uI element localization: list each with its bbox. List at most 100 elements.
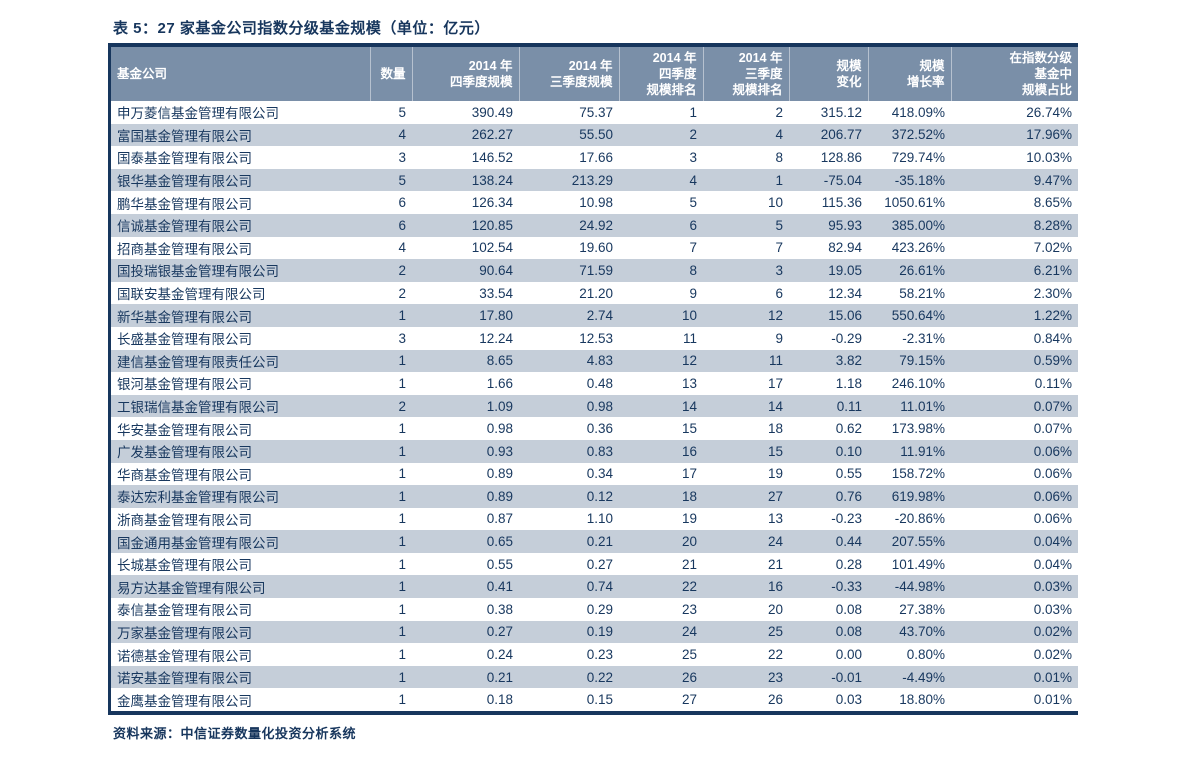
cell-share_in_graded_index_funds: 0.06% (1033, 443, 1072, 459)
table-row: 国投瑞银基金管理有限公司 2 90.64 71.59 8 3 19.05 26.61% 6.21… (111, 259, 1078, 282)
cell-share_in_graded_index_funds: 0.06% (1033, 466, 1072, 482)
cell-q4_2014_rank: 17 (681, 466, 697, 482)
cell-count: 2 (398, 262, 406, 278)
cell-share_in_graded_index_funds: 10.03% (1026, 149, 1072, 165)
cell-count: 2 (398, 285, 406, 301)
table-row: 诺德基金管理有限公司 1 0.24 0.23 25 22 0.00 0.80% 0.02% (111, 643, 1078, 666)
cell-scale_growth_rate: 11.01% (900, 398, 945, 414)
cell-scale_growth_rate: 101.49% (891, 556, 945, 572)
cell-q3_2014_scale: 0.36 (586, 421, 613, 437)
cell-q3_2014_scale: 0.74 (586, 579, 613, 595)
table-row: 广发基金管理有限公司 1 0.93 0.83 16 15 0.10 11.91% 0.06% (111, 439, 1078, 463)
cell-scale_growth_rate: 79.15% (899, 353, 945, 369)
cell-scale_change: 0.62 (835, 421, 862, 437)
cell-q3_2014_scale: 2.74 (586, 308, 613, 324)
source-note: 资料来源：中信证券数量化投资分析系统 (113, 726, 357, 742)
cell-count: 1 (398, 375, 406, 391)
table-row: 国金通用基金管理有限公司 1 0.65 0.21 20 24 0.44 207.55% 0.04… (111, 530, 1078, 553)
cell-scale_growth_rate: 11.91% (900, 443, 945, 459)
cell-q3_2014_scale: 12.53 (579, 330, 613, 346)
cell-company: 易方达基金管理有限公司 (117, 580, 266, 596)
cell-q4_2014_rank: 26 (681, 669, 697, 685)
cell-scale_growth_rate: 43.70% (899, 624, 945, 640)
table-row: 鹏华基金管理有限公司 6 126.34 10.98 5 10 115.36 1050.61% 8… (111, 191, 1078, 214)
cell-scale_change: 3.82 (835, 353, 862, 369)
table-row: 长盛基金管理有限公司 3 12.24 12.53 11 9 -0.29 -2.31% 0.84% (111, 326, 1078, 350)
column-header-count: 数量 (369, 47, 412, 101)
cell-company: 长盛基金管理有限公司 (117, 332, 252, 348)
cell-q3_2014_rank: 2 (775, 104, 783, 120)
table-row: 信诚基金管理有限公司 6 120.85 24.92 6 5 95.93 385.00% 8.28… (111, 213, 1078, 237)
cell-q4_2014_scale: 0.55 (486, 556, 513, 572)
cell-scale_growth_rate: 372.52% (891, 127, 945, 143)
cell-company: 国联安基金管理有限公司 (117, 287, 266, 303)
cell-q4_2014_scale: 0.87 (486, 511, 513, 527)
cell-company: 长城基金管理有限公司 (117, 558, 252, 574)
cell-scale_change: -0.23 (831, 511, 862, 527)
cell-share_in_graded_index_funds: 0.01% (1033, 692, 1072, 708)
cell-scale_growth_rate: -2.31% (902, 330, 945, 346)
cell-scale_growth_rate: 27.38% (899, 601, 945, 617)
cell-q4_2014_rank: 10 (681, 308, 697, 324)
cell-q3_2014_scale: 24.92 (579, 217, 613, 233)
table-top-rule (108, 43, 1078, 47)
cell-q3_2014_rank: 21 (767, 556, 783, 572)
cell-q4_2014_rank: 1 (689, 104, 697, 120)
cell-count: 6 (398, 195, 406, 211)
cell-q3_2014_rank: 1 (775, 172, 783, 188)
cell-scale_change: 206.77 (820, 127, 862, 143)
cell-q4_2014_scale: 262.27 (471, 127, 513, 143)
cell-q3_2014_rank: 26 (767, 692, 783, 708)
table-row: 万家基金管理有限公司 1 0.27 0.19 24 25 0.08 43.70% 0.02% (111, 620, 1078, 644)
cell-q4_2014_rank: 2 (689, 127, 697, 143)
cell-q4_2014_rank: 5 (689, 195, 697, 211)
cell-scale_change: 0.28 (835, 556, 862, 572)
cell-q4_2014_rank: 8 (689, 262, 697, 278)
table-title: 表 5：27 家基金公司指数分级基金规模（单位：亿元） (113, 20, 490, 37)
cell-count: 1 (398, 647, 406, 663)
cell-q3_2014_rank: 7 (775, 240, 783, 256)
cell-q4_2014_rank: 15 (681, 421, 697, 437)
cell-q3_2014_scale: 17.66 (579, 149, 613, 165)
cell-scale_growth_rate: 18.80% (899, 692, 945, 708)
cell-count: 1 (398, 579, 406, 595)
cell-company: 国泰基金管理有限公司 (117, 151, 252, 167)
cell-count: 1 (398, 511, 406, 527)
cell-company: 富国基金管理有限公司 (117, 128, 252, 144)
header-row: 基金公司 数量 2014 年 四季度规模 2014 年 三季度规模 2014 年… (111, 47, 1078, 101)
cell-scale_change: 19.05 (828, 262, 862, 278)
cell-q4_2014_scale: 1.66 (486, 375, 513, 391)
cell-q4_2014_rank: 3 (689, 149, 697, 165)
cell-company: 国投瑞银基金管理有限公司 (117, 264, 279, 280)
cell-q3_2014_scale: 0.12 (586, 488, 613, 504)
cell-scale_change: 0.76 (835, 488, 862, 504)
cell-share_in_graded_index_funds: 0.59% (1033, 353, 1072, 369)
cell-q4_2014_scale: 0.93 (486, 443, 513, 459)
fund-table-wrapper: 基金公司 数量 2014 年 四季度规模 2014 年 三季度规模 2014 年… (108, 47, 1078, 712)
cell-scale_growth_rate: 619.98% (891, 488, 945, 504)
cell-count: 1 (398, 443, 406, 459)
cell-scale_change: 315.12 (820, 104, 862, 120)
cell-q4_2014_rank: 24 (681, 624, 697, 640)
cell-company: 诺德基金管理有限公司 (117, 648, 252, 664)
cell-company: 万家基金管理有限公司 (117, 625, 252, 641)
cell-share_in_graded_index_funds: 9.47% (1033, 172, 1072, 188)
cell-scale_change: -0.33 (831, 579, 862, 595)
cell-company: 金鹰基金管理有限公司 (117, 693, 252, 709)
cell-scale_growth_rate: 729.74% (891, 149, 945, 165)
cell-q4_2014_scale: 0.21 (486, 669, 513, 685)
cell-q4_2014_rank: 22 (681, 579, 697, 595)
cell-q3_2014_scale: 0.98 (586, 398, 613, 414)
cell-q3_2014_rank: 13 (767, 511, 783, 527)
cell-q3_2014_scale: 4.83 (586, 353, 613, 369)
cell-count: 1 (398, 488, 406, 504)
cell-q4_2014_scale: 146.52 (471, 149, 513, 165)
cell-q3_2014_rank: 9 (775, 330, 783, 346)
cell-count: 1 (398, 534, 406, 550)
table-row: 银河基金管理有限公司 1 1.66 0.48 13 17 1.18 246.10% 0.11% (111, 372, 1078, 395)
cell-q4_2014_rank: 4 (689, 172, 697, 188)
cell-company: 工银瑞信基金管理有限公司 (117, 400, 279, 416)
cell-scale_growth_rate: 158.72% (891, 466, 945, 482)
cell-share_in_graded_index_funds: 7.02% (1033, 240, 1072, 256)
cell-q3_2014_scale: 10.98 (579, 195, 613, 211)
